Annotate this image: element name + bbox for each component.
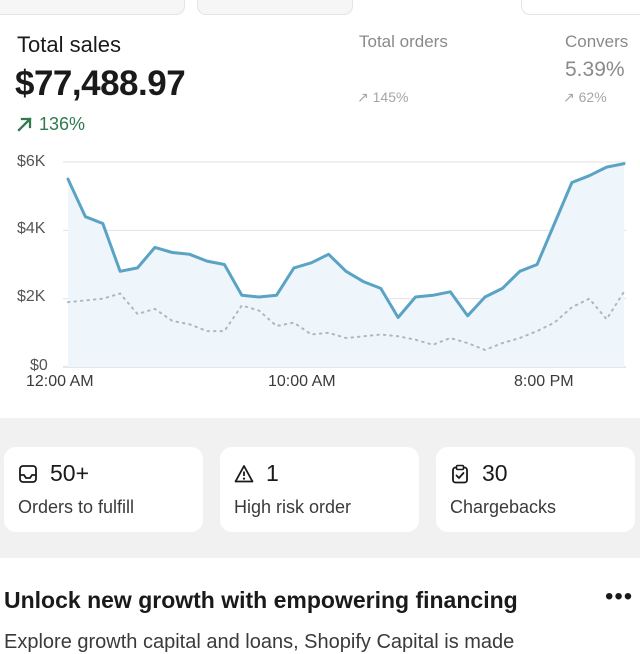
total-sales-trend: 136% [16,114,85,135]
total-sales-label: Total sales [17,32,121,57]
x-tick-label: 10:00 AM [268,373,336,390]
x-tick-label: 12:00 AM [26,373,94,390]
conversion-trend: ↗ 62% [563,89,607,106]
conversion-value: 5.39% [565,58,625,81]
y-tick-label: $4K [17,220,46,237]
conversion-label: Convers [565,32,629,51]
trend-up-arrow-icon: ↗ [357,89,369,105]
trend-up-arrow-icon [17,117,32,132]
y-tick-label: $2K [17,288,46,305]
orders-to-fulfill-label: Orders to fulfill [18,497,135,517]
total-orders-trend: ↗ 145% [357,89,408,106]
channel-filter-button[interactable] [521,0,640,15]
comparison-period-line [67,290,625,351]
chargebacks-value: 30 [482,460,508,486]
current-period-line [66,162,626,319]
orders-to-fulfill-card[interactable]: 50+ Orders to fulfill [4,447,203,532]
high-risk-order-card[interactable]: 1 High risk order [220,447,419,532]
comparison-range-button[interactable] [197,0,353,15]
total-sales-value: $77,488.97 [15,64,186,103]
more-options-icon[interactable]: ••• [605,583,634,610]
current-period-area [68,163,624,367]
trend-up-arrow-icon: ↗ [563,89,575,105]
orders-to-fulfill-value: 50+ [50,460,90,486]
conversion-trend-value: 62% [578,89,607,105]
y-tick-label: $6K [17,153,46,170]
total-sales-trend-value: 136% [39,114,86,134]
financing-promo-body: Explore growth capital and loans, Shopif… [4,631,515,653]
chargebacks-card[interactable]: 30 Chargebacks [436,447,635,532]
clipboard-check-icon [452,464,468,484]
inbox-icon [19,465,37,483]
date-range-button[interactable] [0,0,185,15]
chargebacks-label: Chargebacks [450,497,557,517]
x-tick-label: 8:00 PM [514,373,574,390]
financing-promo-title: Unlock new growth with empowering financ… [4,587,518,613]
high-risk-order-label: High risk order [234,497,352,517]
total-orders-label: Total orders [359,32,448,51]
y-tick-label: $0 [30,357,48,374]
warning-triangle-icon [234,465,254,483]
total-orders-trend-value: 145% [372,89,409,105]
sales-chart-plot [63,161,626,368]
high-risk-order-value: 1 [266,460,279,486]
